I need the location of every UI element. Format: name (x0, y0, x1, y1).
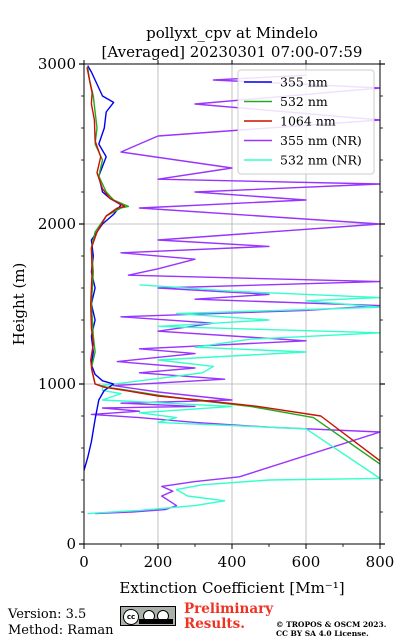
x-tick-label: 200 (144, 553, 173, 571)
x-axis-label: Extinction Coefficient [Mm⁻¹] (119, 579, 344, 597)
chart-subtitle: [Averaged] 20230301 07:00-07:59 (102, 43, 363, 61)
x-tick-label: 0 (79, 553, 89, 571)
series-line-532-nm-nr- (87, 284, 380, 515)
y-axis-label: Height (m) (10, 263, 28, 346)
y-tick-label: 3000 (38, 55, 76, 73)
chart-title: pollyxt_cpv at Mindelo (146, 24, 318, 42)
legend-label: 355 nm (280, 75, 328, 90)
cc-license-badge-icon: cc (120, 606, 176, 626)
y-tick-label: 1000 (38, 375, 76, 393)
legend-box (237, 69, 375, 175)
x-tick-label: 600 (292, 553, 321, 571)
footer-info: Version: 3.5 Method: Raman (8, 607, 114, 639)
extinction-profile-chart: 0 200 400 600 800 0 1000 2000 3000 pollyxt_cpv at… (10, 24, 395, 597)
x-tick-label: 400 (218, 553, 247, 571)
series-line-355-nm-nr- (90, 74, 380, 515)
y-tick-label: 0 (66, 535, 76, 553)
legend-label: 355 nm (NR) (280, 133, 362, 148)
y-tick-label: 2000 (38, 215, 76, 233)
copyright-line-2: CC BY SA 4.0 License. (276, 629, 369, 638)
method-label: Method: Raman (8, 623, 114, 638)
x-tick-label: 800 (366, 553, 395, 571)
legend-label: 1064 nm (280, 114, 336, 129)
copyright-note: © TROPOS & OSCM 2023. CC BY SA 4.0 Licen… (276, 620, 386, 638)
preliminary-note: Preliminary Results. (184, 601, 274, 632)
legend-label: 532 nm (280, 94, 328, 109)
copyright-line-1: © TROPOS & OSCM 2023. (276, 620, 387, 629)
series-line-1064-nm (86, 67, 380, 462)
version-label: Version: 3.5 (8, 607, 87, 622)
legend-label: 532 nm (NR) (280, 153, 362, 168)
